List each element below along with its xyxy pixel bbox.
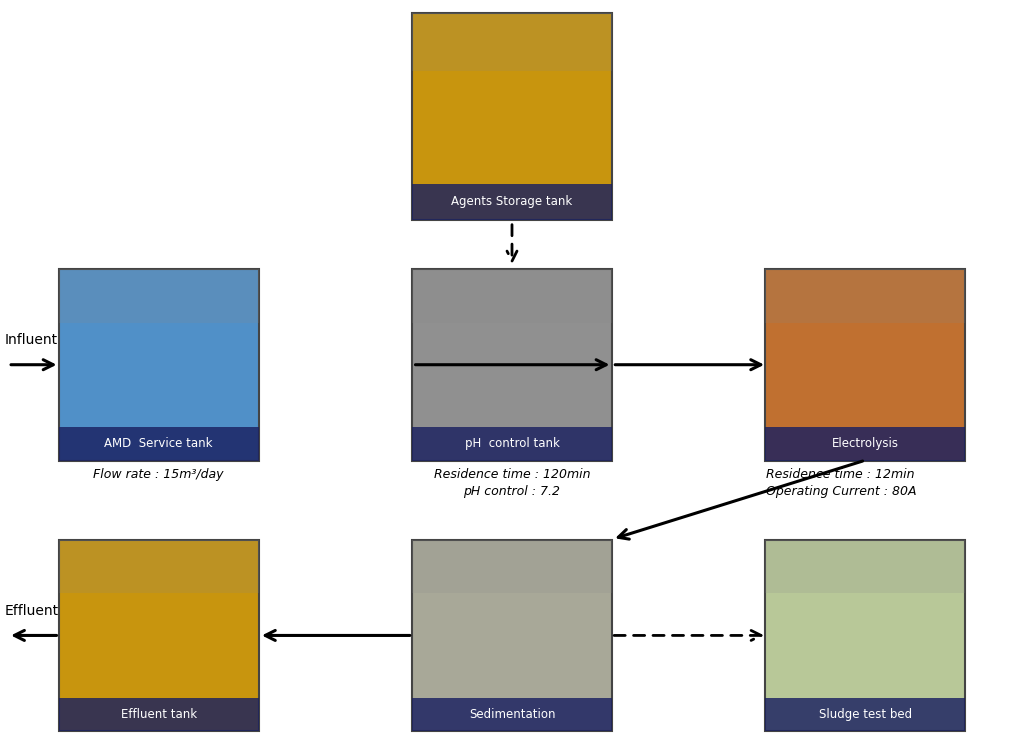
Text: Flow rate : 15m³/day: Flow rate : 15m³/day — [93, 468, 224, 481]
Bar — [765, 269, 965, 323]
Bar — [58, 540, 258, 731]
Text: Agents Storage tank: Agents Storage tank — [452, 196, 572, 208]
Bar — [412, 698, 611, 731]
Text: Sludge test bed: Sludge test bed — [819, 708, 911, 721]
Text: Residence time : 12min
Operating Current : 80A: Residence time : 12min Operating Current… — [766, 468, 916, 499]
Bar — [58, 427, 258, 460]
Text: pH  control tank: pH control tank — [465, 438, 559, 450]
Bar — [765, 698, 965, 731]
Bar — [412, 540, 611, 731]
Text: Sedimentation: Sedimentation — [469, 708, 555, 721]
Bar — [412, 14, 611, 71]
Bar — [412, 540, 611, 593]
Bar — [412, 268, 611, 460]
Bar — [765, 427, 965, 460]
Bar — [765, 268, 965, 460]
Bar — [58, 268, 258, 460]
Bar — [58, 698, 258, 731]
Text: AMD  Service tank: AMD Service tank — [104, 438, 213, 450]
Text: Influent: Influent — [5, 333, 58, 347]
Bar — [412, 183, 611, 220]
Text: Electrolysis: Electrolysis — [831, 438, 899, 450]
Bar — [765, 540, 965, 593]
Text: Effluent: Effluent — [5, 604, 59, 617]
Bar — [412, 427, 611, 460]
Text: Effluent tank: Effluent tank — [121, 708, 197, 721]
Bar — [412, 269, 611, 323]
Bar — [58, 540, 258, 593]
Bar — [412, 14, 611, 220]
Bar — [765, 540, 965, 731]
Text: Residence time : 120min
pH control : 7.2: Residence time : 120min pH control : 7.2 — [434, 468, 590, 499]
Bar — [58, 269, 258, 323]
